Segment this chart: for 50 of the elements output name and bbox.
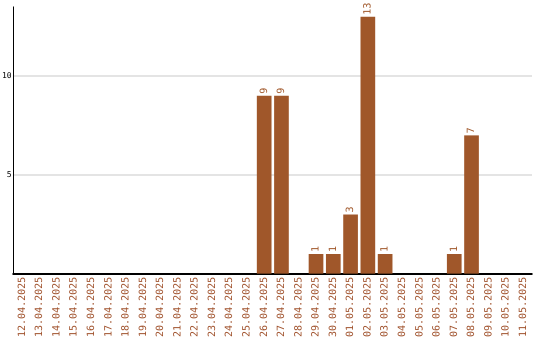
x-tick-label: 13.04.2025 [34,276,46,338]
x-tick-label: 25.04.2025 [241,276,252,338]
x-tick-label: 17.04.2025 [103,276,114,338]
data-label: 13 [362,2,374,15]
data-label: 1 [448,246,460,252]
x-tick-label: 15.04.2025 [68,276,80,338]
data-label: 7 [466,127,478,134]
x-tick-label: 06.05.2025 [432,276,443,338]
x-tick-label: 09.05.2025 [483,276,494,338]
x-tick-label: 24.04.2025 [224,276,236,338]
bar [378,254,392,274]
x-tick-label: 16.04.2025 [86,276,97,338]
bar [326,254,341,274]
data-label: 9 [258,88,270,94]
x-tick-label: 30.04.2025 [328,276,339,338]
x-tick-label: 05.05.2025 [414,276,426,338]
bar [360,16,376,274]
x-tick-label: 27.04.2025 [276,276,288,338]
data-label: 3 [345,206,356,212]
bar [446,254,462,274]
x-tick-label: 20.04.2025 [155,276,166,338]
x-tick-label: 23.04.2025 [206,276,218,338]
x-tick-label: 08.05.2025 [466,276,478,338]
x-tick-label: 07.05.2025 [448,276,460,338]
x-tick-label: 11.05.2025 [518,276,529,338]
x-tick-label: 02.05.2025 [362,276,374,338]
x-tick-label: 21.04.2025 [172,276,184,338]
x-tick-label: 10.05.2025 [500,276,512,338]
x-tick-label: 12.04.2025 [16,276,28,338]
bar [343,214,358,274]
x-tick-label: 28.04.2025 [293,276,304,338]
data-label: 1 [328,246,339,252]
x-tick-label: 26.04.2025 [258,276,270,338]
x-tick-label: 14.04.2025 [51,276,62,338]
y-tick-label: 10 [2,71,12,80]
x-tick-label: 29.04.2025 [310,276,322,338]
bar [256,96,272,274]
y-tick-label: 5 [6,170,12,179]
x-tick-label: 04.05.2025 [397,276,408,338]
x-tick-label: 19.04.2025 [138,276,149,338]
data-label: 9 [276,88,288,94]
x-tick-label: 03.05.2025 [380,276,391,338]
bar [464,135,479,274]
data-label: 1 [310,246,322,252]
x-tick-label: 18.04.2025 [120,276,132,338]
bar [274,96,289,274]
x-tick-label: 01.05.2025 [345,276,356,338]
x-tick-label: 22.04.2025 [190,276,201,338]
data-label: 1 [380,246,391,252]
bar [308,254,324,274]
